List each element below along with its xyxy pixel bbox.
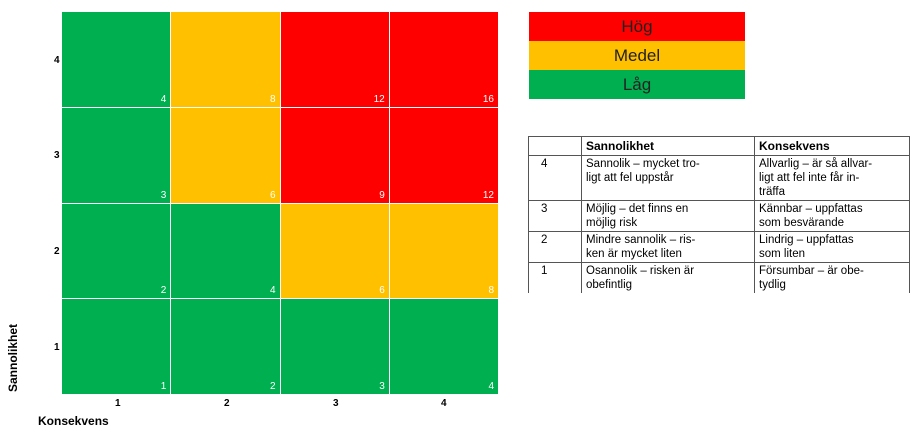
cell-score: 3 — [160, 189, 167, 201]
matrix-cell: 16 — [389, 12, 498, 107]
table-row: 2 Mindre sannolik – ris- ken är mycket l… — [528, 231, 910, 263]
matrix-cell: 4 — [62, 12, 171, 107]
x-tick: 1 — [115, 398, 121, 409]
cell-score: 8 — [269, 93, 276, 105]
legend-item-lag: Låg — [529, 70, 745, 99]
probability-description: Osannolik – risken är obefintlig — [581, 262, 755, 293]
matrix-cell: 9 — [280, 107, 389, 203]
table-row: 3 Möjlig – det finns en möjlig risk Känn… — [528, 200, 910, 232]
probability-description: Sannolik – mycket tro- ligt att fel upps… — [581, 155, 755, 201]
header-sannolikhet: Sannolikhet — [581, 136, 755, 156]
table-header-row: Sannolikhet Konsekvens — [528, 136, 910, 156]
table-row: 1 Osannolik – risken är obefintlig Försu… — [528, 262, 910, 293]
consequence-description: Försumbar – är obe- tydlig — [754, 262, 910, 293]
y-tick: 4 — [54, 55, 60, 66]
cell-score: 1 — [160, 381, 167, 392]
consequence-description: Lindrig – uppfattas som liten — [754, 231, 910, 263]
y-axis-label: Sannolikhet — [6, 323, 20, 392]
matrix-cell: 2 — [62, 203, 171, 299]
row-number: 4 — [528, 155, 582, 201]
matrix-cell: 3 — [280, 299, 389, 394]
matrix-cell: 1 — [62, 299, 171, 394]
cell-score: 4 — [160, 93, 167, 105]
matrix-cell: 12 — [280, 12, 389, 107]
cell-score: 2 — [160, 285, 167, 297]
legend-item-medel: Medel — [529, 41, 745, 70]
matrix-cell: 6 — [280, 203, 389, 299]
risk-matrix: 4 8 12 16 3 6 9 12 2 4 6 8 1 2 3 4 — [62, 12, 498, 394]
matrix-cell: 12 — [389, 107, 498, 203]
cell-score: 9 — [379, 189, 385, 201]
cell-score: 12 — [373, 93, 385, 105]
cell-score: 16 — [482, 93, 494, 105]
header-num — [528, 136, 582, 156]
matrix-cell: 6 — [171, 107, 280, 203]
cell-score: 4 — [488, 381, 494, 392]
cell-score: 6 — [269, 189, 276, 201]
header-konsekvens: Konsekvens — [754, 136, 910, 156]
table-row: 4 Sannolik – mycket tro- ligt att fel up… — [528, 155, 910, 201]
cell-score: 3 — [379, 381, 385, 392]
row-number: 3 — [528, 200, 582, 232]
consequence-description: Allvarlig – är så allvar- ligt att fel i… — [754, 155, 910, 201]
matrix-cell: 4 — [171, 203, 280, 299]
cell-score: 4 — [269, 285, 276, 297]
legend-item-hog: Hög — [529, 12, 745, 41]
y-tick: 3 — [54, 150, 60, 161]
x-axis-label: Konsekvens — [38, 414, 109, 428]
probability-description: Möjlig – det finns en möjlig risk — [581, 200, 755, 232]
x-tick: 4 — [441, 398, 447, 409]
x-tick: 3 — [333, 398, 339, 409]
cell-score: 12 — [482, 189, 494, 201]
matrix-cell: 2 — [171, 299, 280, 394]
matrix-cell: 3 — [62, 107, 171, 203]
definitions-table: Sannolikhet Konsekvens 4 Sannolik – myck… — [528, 136, 910, 293]
row-number: 1 — [528, 262, 582, 293]
cell-score: 6 — [379, 285, 385, 297]
consequence-description: Kännbar – uppfattas som besvärande — [754, 200, 910, 232]
cell-score: 2 — [269, 381, 276, 392]
cell-score: 8 — [488, 285, 494, 297]
row-number: 2 — [528, 231, 582, 263]
probability-description: Mindre sannolik – ris- ken är mycket lit… — [581, 231, 755, 263]
matrix-cell: 8 — [389, 203, 498, 299]
risk-legend: Hög Medel Låg — [529, 12, 745, 99]
y-tick: 1 — [54, 342, 60, 353]
matrix-cell: 4 — [389, 299, 498, 394]
y-tick: 2 — [54, 246, 60, 257]
x-tick: 2 — [224, 398, 230, 409]
matrix-cell: 8 — [171, 12, 280, 107]
